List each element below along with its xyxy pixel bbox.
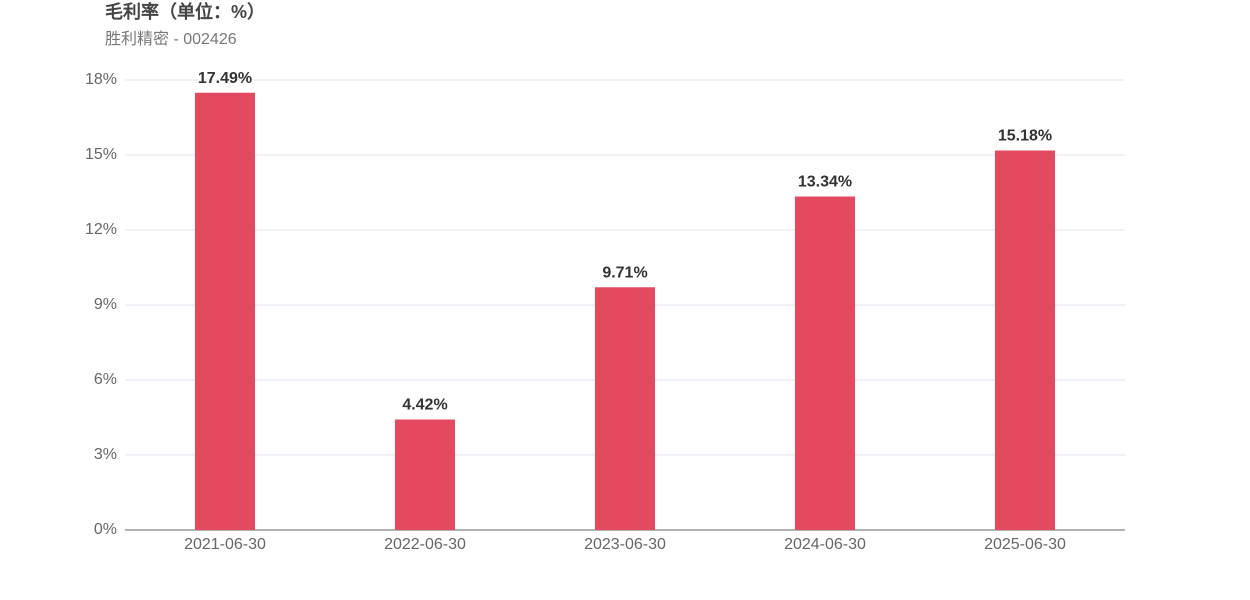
value-label: 4.42%: [402, 397, 447, 414]
y-tick-label: 9%: [94, 296, 117, 313]
value-label: 13.34%: [798, 174, 852, 191]
bar: [795, 196, 855, 530]
x-tick-label: 2023-06-30: [584, 536, 666, 553]
chart-title: 毛利率（单位：%）: [105, 1, 265, 22]
bar: [595, 287, 655, 530]
x-tick-label: 2024-06-30: [784, 536, 866, 553]
y-tick-label: 18%: [85, 71, 117, 88]
y-tick-label: 3%: [94, 446, 117, 463]
bar: [395, 419, 455, 530]
bar: [995, 150, 1055, 530]
value-label: 9.71%: [602, 264, 647, 281]
x-tick-label: 2021-06-30: [184, 536, 266, 553]
x-tick-label: 2025-06-30: [984, 536, 1066, 553]
bar: [195, 92, 255, 530]
y-tick-label: 6%: [94, 371, 117, 388]
y-tick-label: 12%: [85, 221, 117, 238]
value-label: 15.18%: [998, 128, 1052, 145]
y-tick-label: 15%: [85, 146, 117, 163]
y-tick-label: 0%: [94, 521, 117, 538]
value-label: 17.49%: [198, 70, 252, 87]
x-tick-label: 2022-06-30: [384, 536, 466, 553]
chart-subtitle: 胜利精密 - 002426: [105, 30, 237, 48]
